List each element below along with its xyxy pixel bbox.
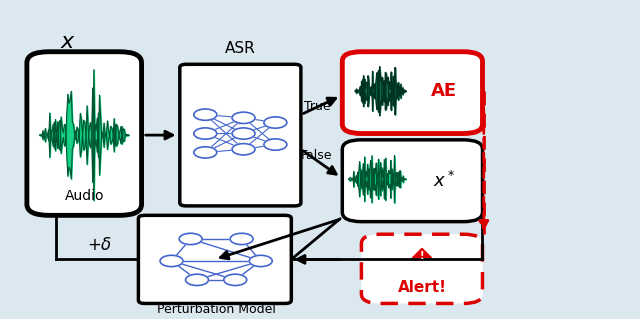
Text: AE: AE <box>431 82 458 100</box>
Circle shape <box>232 112 255 123</box>
Text: Alert!: Alert! <box>397 280 447 295</box>
FancyBboxPatch shape <box>342 140 483 222</box>
Circle shape <box>224 274 246 286</box>
Text: $x^*$: $x^*$ <box>433 171 456 191</box>
Text: $+\delta$: $+\delta$ <box>88 236 113 254</box>
Text: Perturbation Model: Perturbation Model <box>157 303 276 316</box>
FancyBboxPatch shape <box>342 52 483 134</box>
Circle shape <box>186 274 209 286</box>
FancyBboxPatch shape <box>362 234 483 303</box>
Circle shape <box>160 255 183 267</box>
FancyBboxPatch shape <box>138 215 291 303</box>
Circle shape <box>264 139 287 150</box>
FancyBboxPatch shape <box>27 52 141 215</box>
Circle shape <box>194 109 217 120</box>
Circle shape <box>179 233 202 245</box>
Circle shape <box>194 147 217 158</box>
Text: ASR: ASR <box>225 41 256 56</box>
Circle shape <box>264 117 287 128</box>
FancyBboxPatch shape <box>180 64 301 206</box>
Circle shape <box>232 144 255 155</box>
Circle shape <box>194 128 217 139</box>
Polygon shape <box>412 249 431 258</box>
Text: Audio: Audio <box>65 189 104 204</box>
Text: True: True <box>303 100 330 113</box>
Text: !: ! <box>420 251 424 261</box>
Text: $x$: $x$ <box>60 32 76 52</box>
Circle shape <box>249 255 272 267</box>
Text: False: False <box>301 149 333 162</box>
Circle shape <box>232 128 255 139</box>
Circle shape <box>230 233 253 245</box>
